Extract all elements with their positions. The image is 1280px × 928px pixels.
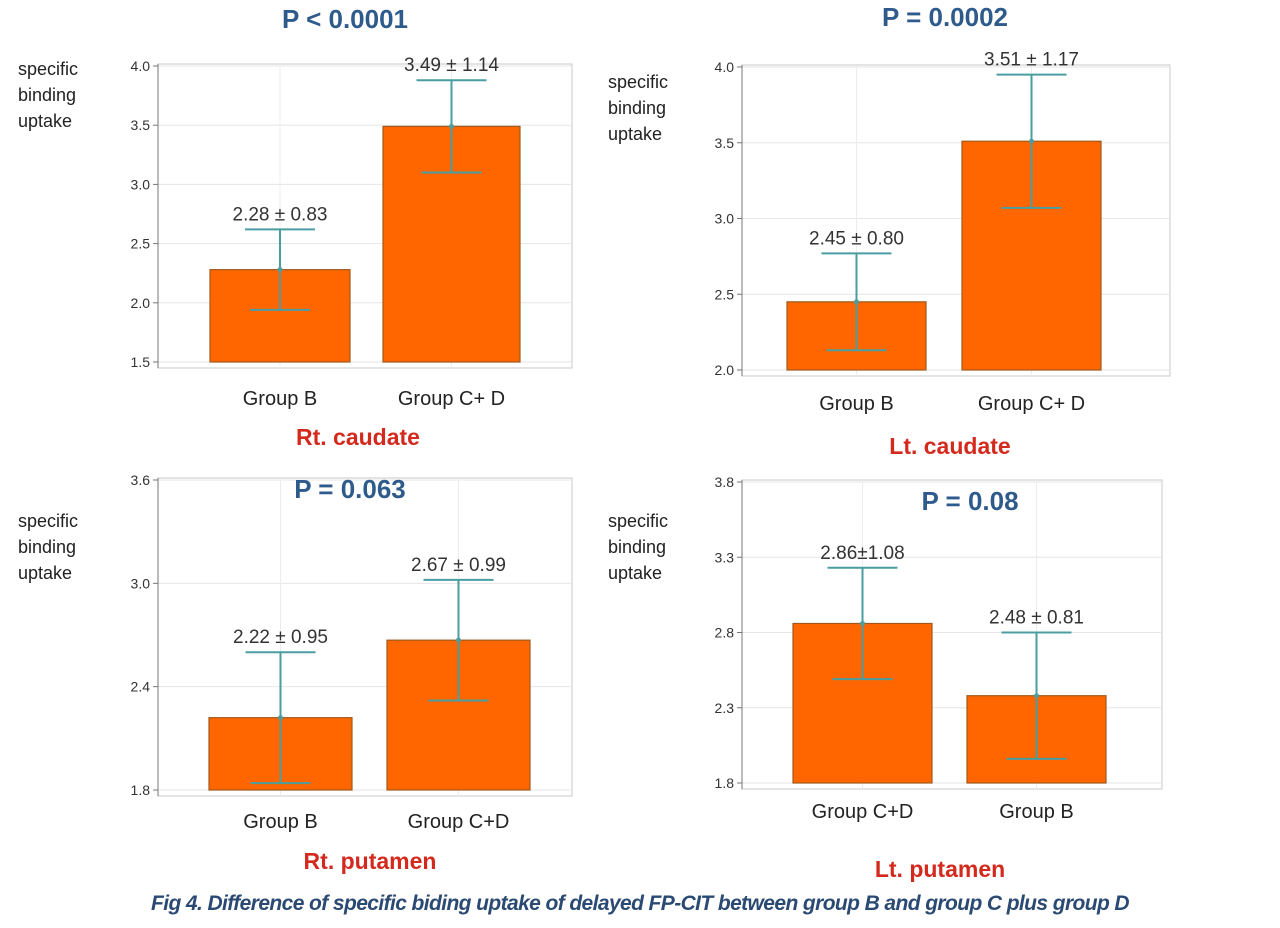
ylabel-line: binding xyxy=(608,537,667,557)
data-label: 2.48 ± 0.81 xyxy=(989,608,1084,629)
figure-caption: Fig 4. Difference of specific biding upt… xyxy=(151,892,1130,915)
ylabel-line: binding xyxy=(18,537,77,557)
y-tick-label: 3.8 xyxy=(715,474,735,490)
category-label: Group C+ D xyxy=(398,388,505,410)
ylabel-line: specific xyxy=(608,72,669,92)
category-label: Group C+ D xyxy=(978,393,1085,415)
ylabel-line: binding xyxy=(18,85,77,105)
ylabel-rt-caudate: specific binding uptake xyxy=(18,56,78,134)
region-rt-putamen: Rt. putamen xyxy=(303,848,437,874)
mean-point xyxy=(456,637,461,643)
y-tick-label: 3.5 xyxy=(715,135,735,151)
mean-point xyxy=(1034,693,1039,699)
data-label: 2.28 ± 0.83 xyxy=(233,204,328,225)
y-tick-label: 4.0 xyxy=(715,59,735,75)
y-tick-label: 2.0 xyxy=(715,362,735,378)
region-lt-caudate: Lt. caudate xyxy=(889,433,1011,459)
data-label: 2.22 ± 0.95 xyxy=(233,627,328,648)
ylabel-line: specific xyxy=(18,59,79,79)
y-tick-label: 2.4 xyxy=(131,679,151,695)
y-tick-label: 3.0 xyxy=(131,176,151,192)
ylabel-rt-putamen: specific binding uptake xyxy=(18,508,78,586)
y-tick-label: 2.5 xyxy=(715,286,735,302)
p-value-lt-caudate: P = 0.0002 xyxy=(881,2,1009,32)
category-label: Group B xyxy=(243,811,317,833)
mean-point xyxy=(449,123,454,129)
ylabel-line: binding xyxy=(608,98,667,118)
y-tick-label: 3.5 xyxy=(131,117,151,133)
category-label: Group B xyxy=(243,388,317,410)
p-value-rt-caudate: P < 0.0001 xyxy=(281,4,409,34)
y-tick-label: 2.0 xyxy=(131,295,151,311)
data-label: 3.51 ± 1.17 xyxy=(984,50,1079,71)
ylabel-lt-caudate: specific binding uptake xyxy=(608,69,668,147)
data-label: 2.67 ± 0.99 xyxy=(411,555,506,576)
y-tick-label: 1.8 xyxy=(131,782,151,798)
mean-point xyxy=(854,299,859,305)
category-label: Group C+D xyxy=(408,811,510,833)
ylabel-lt-putamen: specific binding uptake xyxy=(608,508,668,586)
category-label: Group C+D xyxy=(812,801,914,823)
data-label: 3.49 ± 1.14 xyxy=(404,55,499,76)
y-tick-label: 3.0 xyxy=(715,211,735,227)
data-label: 2.45 ± 0.80 xyxy=(809,228,904,249)
p-value-rt-putamen: P = 0.063 xyxy=(294,474,406,504)
mean-point xyxy=(1029,138,1034,144)
ylabel-line: uptake xyxy=(608,124,663,144)
category-label: Group B xyxy=(819,393,893,415)
mean-point xyxy=(860,620,865,626)
ylabel-line: uptake xyxy=(18,111,73,131)
p-value-lt-putamen: P = 0.08 xyxy=(921,486,1019,516)
y-tick-label: 1.8 xyxy=(715,775,735,791)
y-tick-label: 2.3 xyxy=(715,700,735,716)
ylabel-line: uptake xyxy=(608,563,663,583)
y-tick-label: 3.3 xyxy=(715,549,735,565)
y-tick-label: 3.6 xyxy=(131,472,151,488)
ylabel-line: specific xyxy=(608,511,669,531)
y-tick-label: 4.0 xyxy=(131,58,151,74)
y-tick-label: 1.5 xyxy=(131,354,151,370)
mean-point xyxy=(277,267,283,273)
region-rt-caudate: Rt. caudate xyxy=(296,424,420,450)
y-tick-label: 2.8 xyxy=(715,625,735,641)
ylabel-line: specific xyxy=(18,511,79,531)
data-label: 2.86±1.08 xyxy=(820,543,904,564)
ylabel-line: uptake xyxy=(18,563,73,583)
y-tick-label: 3.0 xyxy=(131,575,151,591)
mean-point xyxy=(278,715,283,721)
region-lt-putamen: Lt. putamen xyxy=(874,856,1006,882)
y-tick-label: 2.5 xyxy=(131,236,151,252)
category-label: Group B xyxy=(999,801,1073,823)
